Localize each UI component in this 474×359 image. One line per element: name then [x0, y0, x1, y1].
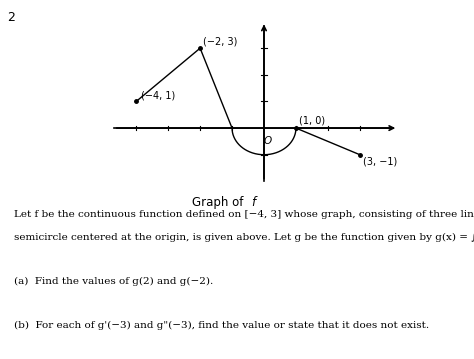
- Text: f: f: [251, 196, 255, 209]
- Text: Graph of: Graph of: [192, 196, 251, 209]
- Text: semicircle centered at the origin, is given above. Let g be the function given b: semicircle centered at the origin, is gi…: [14, 232, 474, 242]
- Text: (−4, 1): (−4, 1): [141, 90, 175, 100]
- Text: Let f be the continuous function defined on [−4, 3] whose graph, consisting of t: Let f be the continuous function defined…: [14, 210, 474, 219]
- Text: (1, 0): (1, 0): [299, 116, 325, 126]
- Text: (3, −1): (3, −1): [363, 157, 397, 167]
- Text: (b)  For each of g'(−3) and g"(−3), find the value or state that it does not exi: (b) For each of g'(−3) and g"(−3), find …: [14, 321, 429, 330]
- Text: O: O: [264, 136, 272, 145]
- Text: 2: 2: [7, 11, 15, 24]
- Text: (−2, 3): (−2, 3): [203, 37, 237, 47]
- Text: (a)  Find the values of g(2) and g(−2).: (a) Find the values of g(2) and g(−2).: [14, 277, 213, 286]
